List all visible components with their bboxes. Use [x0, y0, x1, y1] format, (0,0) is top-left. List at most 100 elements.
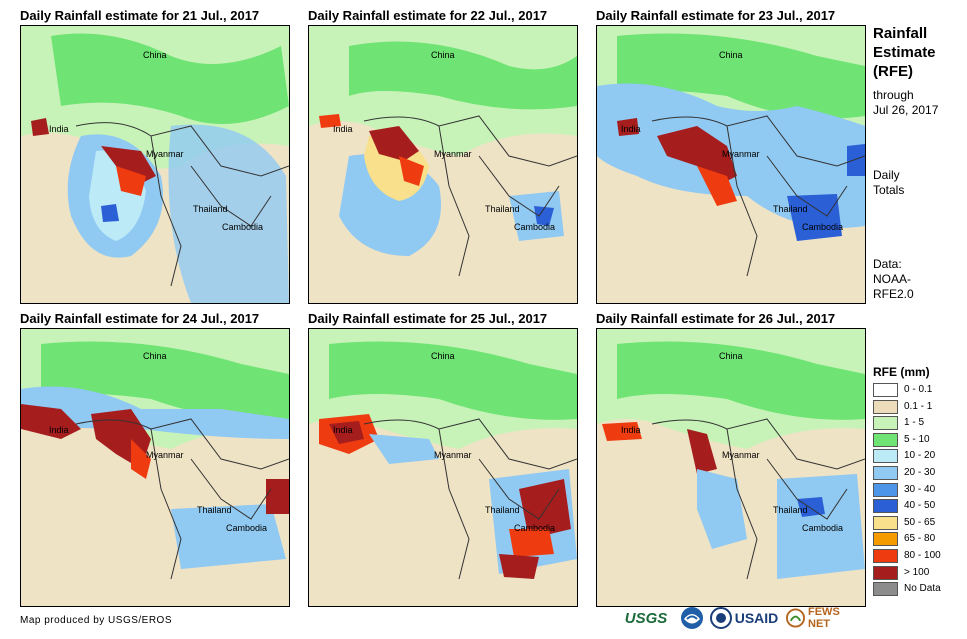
- legend-item: > 100: [873, 565, 963, 581]
- label-thailand: Thailand: [773, 505, 808, 515]
- panel-title-6: Daily Rainfall estimate for 26 Jul., 201…: [596, 311, 836, 326]
- legend-label: > 100: [904, 566, 930, 578]
- legend-item: No Data: [873, 581, 963, 597]
- sidebar-title-line1: Rainfall: [873, 25, 928, 42]
- sidebar-data-label: Data:: [873, 257, 902, 271]
- legend-label: 40 - 50: [904, 500, 936, 512]
- panel-title-3: Daily Rainfall estimate for 23 Jul., 201…: [596, 8, 836, 23]
- legend-label: 1 - 5: [904, 417, 925, 429]
- sidebar-title: Rainfall Estimate (RFE): [873, 24, 936, 81]
- label-cambodia: Cambodia: [222, 222, 264, 232]
- label-india: India: [621, 425, 641, 435]
- legend-item: 50 - 65: [873, 515, 963, 531]
- label-china: China: [143, 50, 167, 60]
- legend-label: 30 - 40: [904, 483, 936, 495]
- legend-item: 5 - 10: [873, 432, 963, 448]
- legend-swatch: [873, 399, 898, 414]
- sidebar-daily: Daily: [873, 168, 900, 182]
- sidebar-totals: Totals: [873, 183, 905, 197]
- legend-item: 40 - 50: [873, 498, 963, 514]
- legend-swatch: [873, 432, 898, 447]
- label-cambodia: Cambodia: [514, 523, 556, 533]
- legend-label: 5 - 10: [904, 433, 930, 445]
- label-cambodia: Cambodia: [226, 523, 268, 533]
- label-india: India: [621, 124, 641, 134]
- label-myanmar: Myanmar: [722, 149, 760, 159]
- legend-swatch: [873, 416, 898, 431]
- usgs-logo: USGS: [617, 604, 675, 632]
- panel-title-2: Daily Rainfall estimate for 22 Jul., 201…: [308, 8, 548, 23]
- label-myanmar: Myanmar: [146, 450, 184, 460]
- sidebar-through: through: [873, 88, 914, 102]
- legend-swatch: [873, 515, 898, 530]
- sidebar-data-source-2: RFE2.0: [873, 287, 914, 301]
- fewsnet-logo-text: FEWS NET: [808, 606, 840, 630]
- sidebar-title-line2: Estimate: [873, 44, 936, 61]
- legend-swatch: [873, 532, 898, 547]
- label-india: India: [333, 425, 353, 435]
- rainfall-map-6: China India Myanmar Thailand Cambodia: [596, 328, 866, 607]
- sidebar-date: Jul 26, 2017: [873, 103, 939, 117]
- legend-item: 1 - 5: [873, 415, 963, 431]
- legend-item: 0 - 0.1: [873, 382, 963, 398]
- legend-label: 65 - 80: [904, 533, 936, 545]
- legend-title: RFE (mm): [873, 365, 930, 379]
- legend-label: 80 - 100: [904, 550, 941, 561]
- legend-label: 10 - 20: [904, 450, 936, 462]
- label-myanmar: Myanmar: [722, 450, 760, 460]
- rainfall-map-1: China India Myanmar Thailand Cambodia: [20, 25, 290, 304]
- rainfall-map-4: China India Myanmar Thailand Cambodia: [20, 328, 290, 607]
- legend-label: 0 - 0.1: [904, 384, 933, 395]
- legend-item: 0.1 - 1: [873, 399, 963, 415]
- usaid-logo: USAID: [706, 604, 782, 632]
- label-india: India: [49, 425, 69, 435]
- legend-swatch: [873, 549, 898, 563]
- legend-swatch: [873, 449, 898, 464]
- legend-item: 10 - 20: [873, 448, 963, 464]
- legend-label: 50 - 65: [904, 516, 936, 528]
- label-china: China: [143, 351, 167, 361]
- label-india: India: [333, 124, 353, 134]
- sidebar-title-line3: (RFE): [873, 63, 913, 80]
- label-china: China: [719, 351, 743, 361]
- legend-item: 80 - 100: [873, 548, 963, 564]
- label-myanmar: Myanmar: [146, 149, 184, 159]
- label-thailand: Thailand: [485, 204, 520, 214]
- legend-item: 30 - 40: [873, 482, 963, 498]
- legend-swatch: [873, 582, 898, 597]
- map-credit: Map produced by USGS/EROS: [20, 615, 173, 626]
- legend-item: 65 - 80: [873, 531, 963, 547]
- panel-title-5: Daily Rainfall estimate for 25 Jul., 201…: [308, 311, 548, 326]
- label-india: India: [49, 124, 69, 134]
- usaid-logo-text: USAID: [734, 610, 779, 626]
- label-china: China: [719, 50, 743, 60]
- sidebar-data-source-1: NOAA-: [873, 272, 912, 286]
- rainfall-map-2: China India Myanmar Thailand Cambodia: [308, 25, 578, 304]
- legend-item: 20 - 30: [873, 465, 963, 481]
- panel-title-1: Daily Rainfall estimate for 21 Jul., 201…: [20, 8, 260, 23]
- fewsnet-logo: FEWS NET: [786, 604, 862, 632]
- legend-swatch: [873, 482, 898, 497]
- label-myanmar: Myanmar: [434, 149, 472, 159]
- usgs-logo-text: USGS: [624, 609, 668, 627]
- legend-label: 20 - 30: [904, 467, 936, 478]
- rainfall-map-3: China India Myanmar Thailand Cambodia: [596, 25, 866, 304]
- label-thailand: Thailand: [485, 505, 520, 515]
- legend-swatch: [873, 565, 898, 580]
- legend-swatch: [873, 499, 898, 514]
- label-myanmar: Myanmar: [434, 450, 472, 460]
- noaa-logo: [679, 604, 705, 632]
- label-thailand: Thailand: [197, 505, 232, 515]
- label-cambodia: Cambodia: [802, 222, 844, 232]
- label-china: China: [431, 50, 455, 60]
- legend-swatch: [873, 383, 898, 397]
- usaid-seal-icon: [709, 607, 732, 629]
- label-thailand: Thailand: [193, 204, 228, 214]
- label-cambodia: Cambodia: [802, 523, 844, 533]
- label-cambodia: Cambodia: [514, 222, 556, 232]
- label-china: China: [431, 351, 455, 361]
- legend-label: No Data: [904, 583, 941, 595]
- legend-label: 0.1 - 1: [904, 400, 933, 412]
- panel-title-4: Daily Rainfall estimate for 24 Jul., 201…: [20, 311, 260, 326]
- rainfall-map-5: China India Myanmar Thailand Cambodia: [308, 328, 578, 607]
